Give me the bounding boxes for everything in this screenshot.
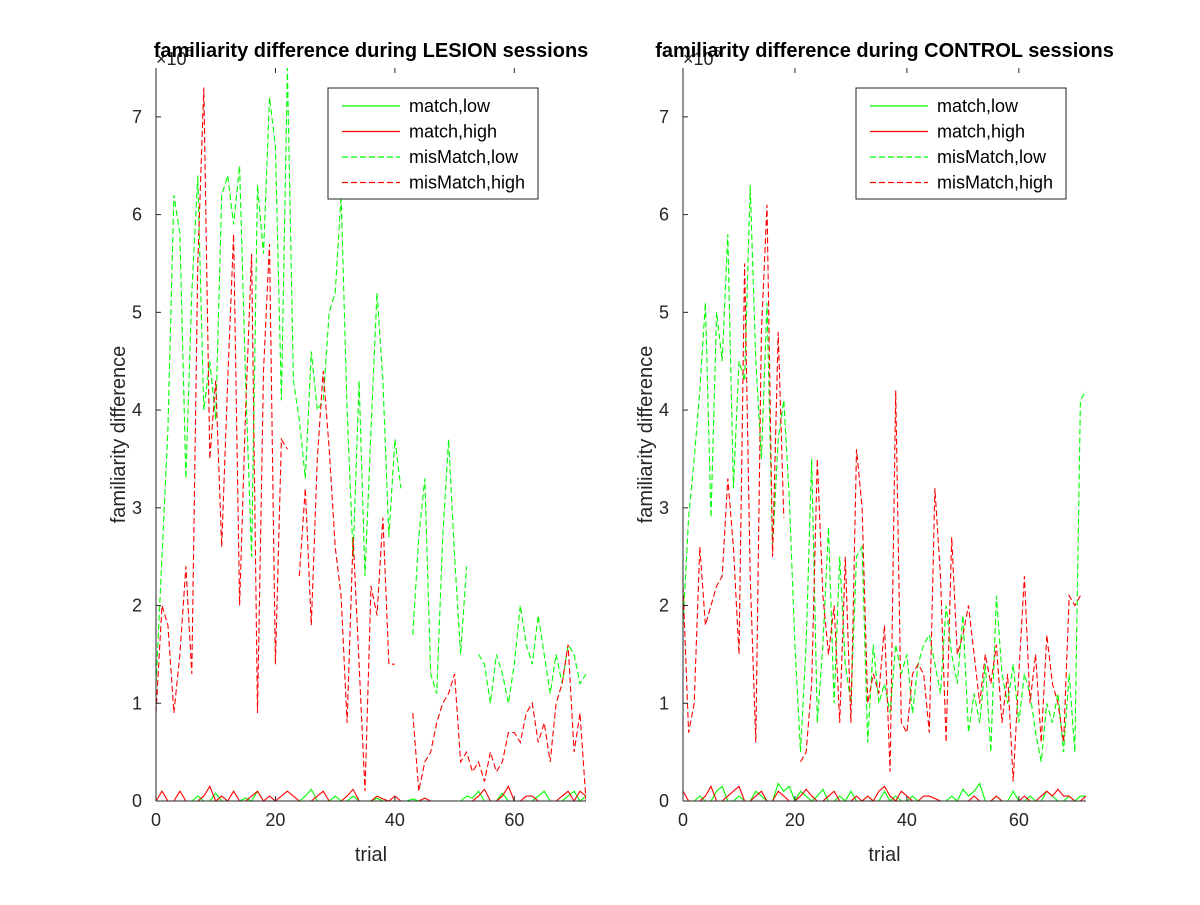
y-tick-label: 0	[659, 791, 669, 811]
y-tick-label: 2	[659, 596, 669, 616]
y-exponent-power: 5	[714, 44, 721, 59]
series-line-4	[478, 605, 586, 704]
series-line-2	[156, 68, 402, 684]
y-exponent-label: ×105	[683, 44, 721, 69]
legend: match,low match,high misMatch,low misMatch,…	[327, 87, 539, 200]
y-tick-label: 6	[659, 205, 669, 225]
y-axis-label: familiarity difference	[635, 346, 657, 523]
y-tick-label: 7	[132, 107, 142, 127]
series-line-2	[683, 185, 1086, 763]
y-tick-label: 7	[659, 107, 669, 127]
y-tick-label: 2	[132, 596, 142, 616]
y-exponent-base: ×10	[683, 49, 714, 69]
legend-label: match,low	[937, 96, 1019, 116]
y-tick-label: 1	[132, 693, 142, 713]
y-tick-label: 5	[659, 302, 669, 322]
x-tick-label: 40	[385, 810, 405, 830]
y-exponent-label: ×105	[156, 44, 194, 69]
legend-label: misMatch,low	[937, 147, 1047, 167]
series-line-1	[156, 785, 586, 801]
series-line-6	[298, 370, 395, 792]
series-group	[683, 185, 1086, 801]
y-axis-label: familiarity difference	[108, 346, 130, 523]
y-tick-label: 5	[132, 302, 142, 322]
legend-label: match,low	[409, 96, 491, 116]
legend: match,low match,high misMatch,low misMatch,…	[855, 87, 1067, 200]
series-line-7	[412, 644, 586, 801]
series-line-4	[800, 390, 1081, 782]
series-line-0	[191, 788, 586, 801]
x-tick-label: 60	[1009, 810, 1029, 830]
legend-label: match,high	[937, 122, 1025, 142]
x-axis-label: trial	[355, 844, 387, 866]
series-line-3	[683, 204, 785, 743]
x-tick-label: 0	[151, 810, 161, 830]
x-axis-label: trial	[868, 844, 900, 866]
x-tick-label: 40	[897, 810, 917, 830]
x-tick-label: 60	[504, 810, 524, 830]
y-tick-label: 4	[659, 400, 669, 420]
y-tick-label: 3	[132, 498, 142, 518]
series-group	[156, 68, 586, 801]
x-tick-label: 20	[785, 810, 805, 830]
chart-title: familiarity difference during CONTROL se…	[655, 40, 1114, 62]
chart-title: familiarity difference during LESION ses…	[154, 40, 589, 62]
legend-label: misMatch,high	[937, 173, 1053, 193]
y-tick-label: 6	[132, 205, 142, 225]
x-tick-label: 0	[678, 810, 688, 830]
series-line-1	[683, 785, 1086, 801]
y-tick-label: 3	[659, 498, 669, 518]
x-tick-label: 20	[265, 810, 285, 830]
legend-label: match,high	[409, 122, 497, 142]
legend-label: misMatch,high	[409, 173, 525, 193]
y-tick-label: 4	[132, 400, 142, 420]
y-exponent-base: ×10	[156, 49, 187, 69]
series-line-0	[683, 782, 1086, 801]
y-exponent-power: 5	[187, 44, 194, 59]
y-tick-label: 1	[659, 693, 669, 713]
series-line-3	[412, 439, 468, 694]
y-tick-label: 0	[132, 791, 142, 811]
series-line-5	[156, 87, 288, 714]
legend-label: misMatch,low	[409, 147, 519, 167]
